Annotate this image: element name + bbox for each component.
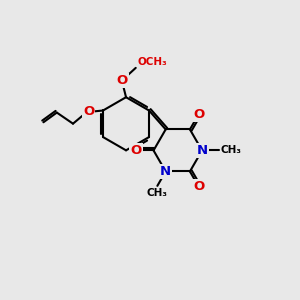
- Text: N: N: [160, 165, 171, 178]
- Text: CH₃: CH₃: [147, 188, 168, 198]
- Text: O: O: [83, 105, 94, 118]
- Text: N: N: [196, 144, 208, 157]
- Text: OCH₃: OCH₃: [138, 57, 167, 67]
- Text: O: O: [130, 144, 142, 158]
- Text: O: O: [193, 108, 204, 121]
- Text: CH₃: CH₃: [220, 145, 241, 155]
- Text: O: O: [116, 74, 128, 87]
- Text: O: O: [194, 180, 205, 193]
